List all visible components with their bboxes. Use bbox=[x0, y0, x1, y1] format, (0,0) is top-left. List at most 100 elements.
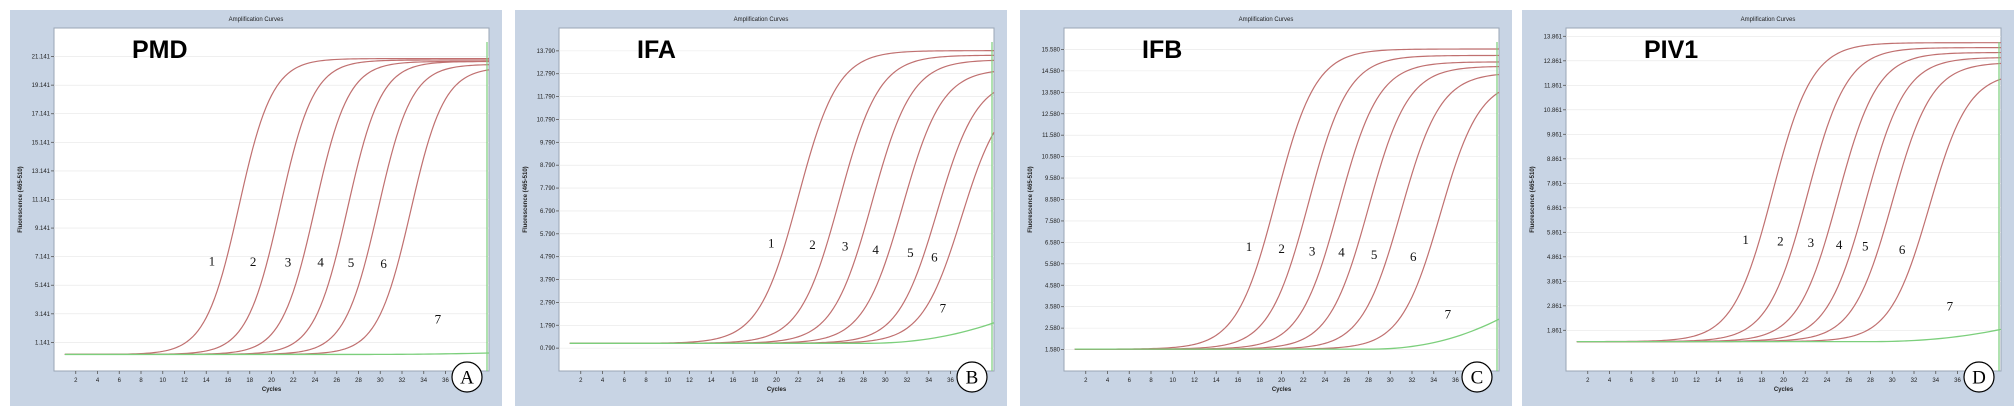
curve-label: 4 bbox=[872, 242, 879, 257]
y-tick-label: 9.141 bbox=[35, 226, 51, 232]
y-tick-label: 13.790 bbox=[537, 49, 556, 55]
y-axis-label: Fluorescence (465-510) bbox=[18, 166, 24, 232]
panel-letter: B bbox=[966, 368, 979, 389]
y-tick-label: 21.141 bbox=[32, 55, 51, 61]
y-tick-label: 12.790 bbox=[537, 72, 556, 78]
x-tick-label: 30 bbox=[1387, 378, 1394, 384]
y-tick-label: 5.580 bbox=[1045, 262, 1061, 268]
panel-c: Amplification Curves 1.580 2.580 3.580 4.580… bbox=[1020, 10, 1512, 406]
x-tick-label: 30 bbox=[882, 378, 889, 384]
x-tick-label: 30 bbox=[377, 378, 384, 384]
chart-title: Amplification Curves bbox=[229, 17, 284, 23]
x-tick-label: 22 bbox=[1802, 378, 1809, 384]
curve-label: 5 bbox=[907, 245, 914, 260]
gene-name: PMD bbox=[132, 36, 188, 64]
x-tick-label: 28 bbox=[860, 378, 867, 384]
curve-7 bbox=[1074, 318, 1500, 350]
curve-label: 5 bbox=[1371, 247, 1378, 262]
y-tick-label: 0.790 bbox=[540, 346, 556, 352]
x-tick-label: 18 bbox=[751, 378, 758, 384]
curve-label: 5 bbox=[348, 255, 355, 270]
y-axis-label: Fluorescence (465-510) bbox=[523, 166, 529, 232]
curve-label: 7 bbox=[940, 300, 947, 315]
x-tick-label: 10 bbox=[159, 378, 166, 384]
gene-name: IFA bbox=[637, 36, 676, 64]
x-tick-label: 26 bbox=[1343, 378, 1350, 384]
x-tick-label: 12 bbox=[181, 378, 188, 384]
x-tick-label: 12 bbox=[1693, 378, 1700, 384]
x-tick-label: 24 bbox=[312, 378, 319, 384]
x-tick-label: 22 bbox=[795, 378, 802, 384]
x-axis-label: Cycles bbox=[767, 387, 787, 393]
y-tick-label: 1.580 bbox=[1045, 348, 1061, 354]
curve-label: 7 bbox=[435, 312, 442, 327]
chart-svg: Amplification Curves 0.790 1.790 2.790 3.790… bbox=[523, 17, 995, 393]
curve-label: 6 bbox=[1410, 249, 1417, 264]
curve-label: 1 bbox=[209, 253, 216, 268]
y-tick-label: 17.141 bbox=[32, 112, 51, 118]
plot-area bbox=[1565, 27, 2002, 372]
curve-label: 4 bbox=[1338, 245, 1345, 260]
y-tick-label: 2.580 bbox=[1045, 326, 1061, 332]
y-tick-label: 10.580 bbox=[1042, 155, 1061, 161]
x-tick-label: 14 bbox=[203, 378, 210, 384]
y-tick-label: 9.790 bbox=[540, 140, 556, 146]
x-tick-label: 2 bbox=[74, 378, 78, 384]
y-tick-label: 12.580 bbox=[1042, 112, 1061, 118]
y-tick-label: 14.580 bbox=[1042, 69, 1061, 75]
x-tick-label: 26 bbox=[1845, 378, 1852, 384]
x-tick-label: 32 bbox=[904, 378, 911, 384]
curve-label: 3 bbox=[285, 254, 292, 269]
x-tick-label: 6 bbox=[118, 378, 122, 384]
x-tick-label: 16 bbox=[225, 378, 232, 384]
panel-letter-circle bbox=[956, 361, 988, 393]
curve-label: 7 bbox=[1445, 306, 1452, 321]
chart-svg: Amplification Curves 1.141 3.141 5.141 7.141… bbox=[18, 17, 490, 393]
x-tick-label: 8 bbox=[1651, 378, 1655, 384]
y-tick-label: 11.861 bbox=[1544, 83, 1563, 89]
curve-label: 3 bbox=[1309, 243, 1316, 258]
x-tick-label: 4 bbox=[601, 378, 605, 384]
x-tick-label: 10 bbox=[1169, 378, 1176, 384]
y-tick-label: 9.580 bbox=[1045, 176, 1061, 182]
curve-7 bbox=[64, 352, 490, 356]
x-tick-label: 26 bbox=[838, 378, 845, 384]
curve-7 bbox=[1576, 328, 2002, 343]
y-tick-label: 4.861 bbox=[1547, 255, 1563, 261]
y-tick-label: 4.580 bbox=[1045, 283, 1061, 289]
curve-label: 2 bbox=[1278, 241, 1285, 256]
y-tick-label: 11.141 bbox=[32, 197, 51, 203]
y-tick-label: 3.141 bbox=[35, 312, 51, 318]
x-tick-label: 6 bbox=[623, 378, 627, 384]
y-tick-label: 7.790 bbox=[540, 186, 556, 192]
x-tick-label: 20 bbox=[1780, 378, 1787, 384]
x-tick-label: 32 bbox=[1911, 378, 1918, 384]
chart-title: Amplification Curves bbox=[734, 17, 789, 23]
x-tick-label: 14 bbox=[1213, 378, 1220, 384]
y-tick-label: 10.861 bbox=[1544, 108, 1563, 114]
x-tick-label: 12 bbox=[686, 378, 693, 384]
x-tick-label: 32 bbox=[1409, 378, 1416, 384]
y-tick-label: 1.141 bbox=[35, 340, 51, 346]
plot-area bbox=[558, 27, 995, 372]
y-tick-label: 9.861 bbox=[1547, 132, 1563, 138]
curve-label: 4 bbox=[1836, 237, 1843, 252]
chart-svg: Amplification Curves 1.861 2.861 3.861 4.861… bbox=[1530, 17, 2002, 393]
y-tick-label: 7.580 bbox=[1045, 219, 1061, 225]
curve-label: 6 bbox=[1899, 242, 1906, 257]
curve-label: 1 bbox=[1742, 232, 1749, 247]
chart-title: Amplification Curves bbox=[1239, 17, 1294, 23]
panel-b: Amplification Curves 0.790 1.790 2.790 3.790… bbox=[515, 10, 1007, 406]
y-tick-label: 5.141 bbox=[35, 283, 51, 289]
x-tick-label: 22 bbox=[1300, 378, 1307, 384]
y-tick-label: 6.790 bbox=[540, 209, 556, 215]
x-tick-label: 32 bbox=[399, 378, 406, 384]
curve-label: 4 bbox=[317, 254, 324, 269]
y-tick-label: 5.861 bbox=[1547, 230, 1563, 236]
panel-letter-circle bbox=[1461, 361, 1493, 393]
y-tick-label: 13.141 bbox=[32, 169, 51, 175]
x-tick-label: 4 bbox=[1608, 378, 1612, 384]
x-axis-label: Cycles bbox=[262, 387, 282, 393]
panel-letter-circle bbox=[451, 361, 483, 393]
y-tick-label: 5.790 bbox=[540, 232, 556, 238]
